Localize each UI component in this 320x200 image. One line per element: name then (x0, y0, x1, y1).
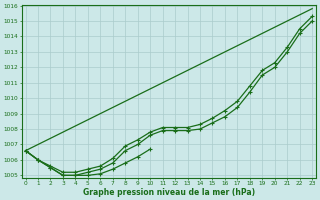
X-axis label: Graphe pression niveau de la mer (hPa): Graphe pression niveau de la mer (hPa) (83, 188, 255, 197)
